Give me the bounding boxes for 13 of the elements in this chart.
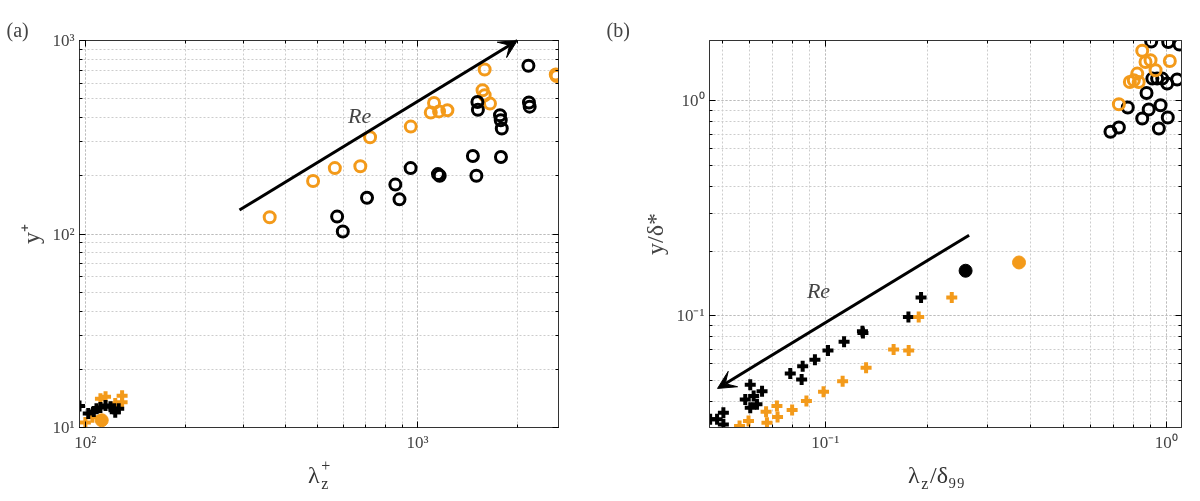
y-axis-title: y⁺ — [18, 224, 45, 244]
x-tick-label: 10² — [74, 432, 97, 452]
x-tick-label: 10⁻¹ — [811, 432, 840, 452]
y-axis-title: y/δ* — [642, 213, 669, 255]
chart-title: (b) — [606, 18, 630, 42]
x-tick-label: 10³ — [406, 432, 429, 452]
annotation: Re — [347, 102, 372, 128]
chart-title: (a) — [6, 18, 29, 42]
x-tick-label: 10⁰ — [1154, 432, 1178, 452]
y-tick-label: 10³ — [52, 31, 75, 50]
annotation: Re — [805, 278, 831, 303]
y-tick-label: 10¹ — [52, 418, 75, 437]
y-tick-label: 10² — [52, 224, 75, 244]
